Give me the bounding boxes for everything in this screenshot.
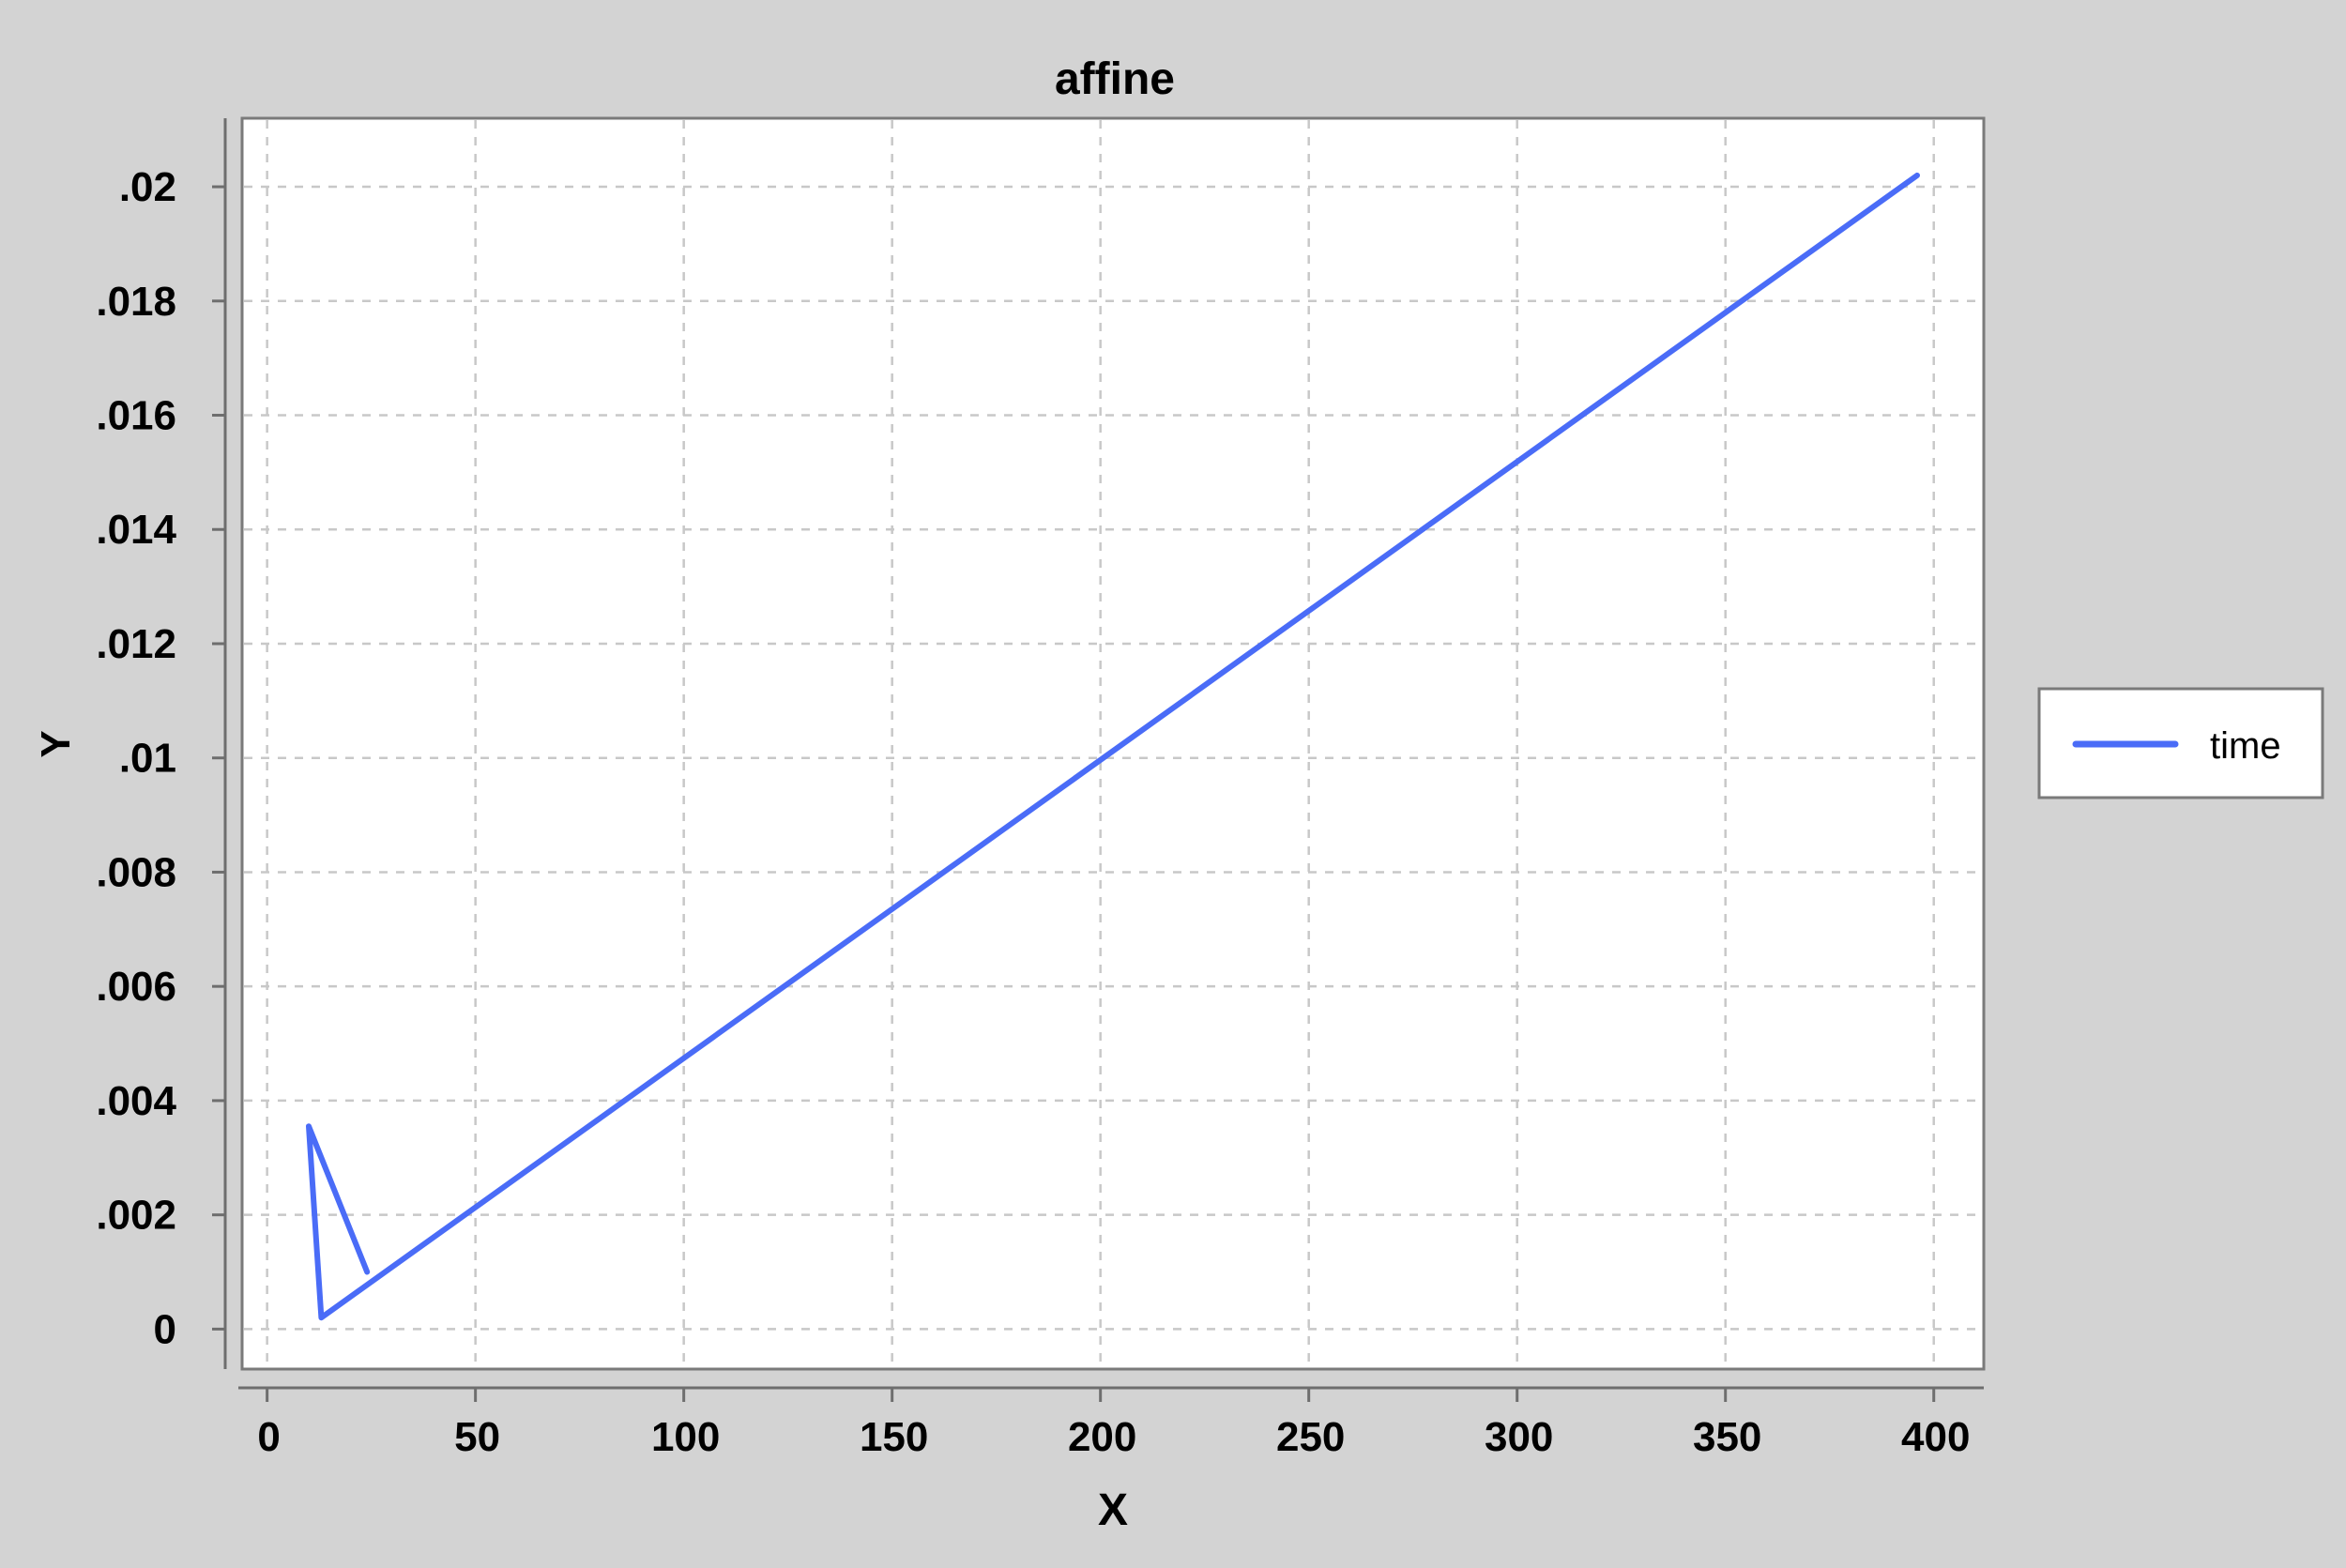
y-axis: 0 .002 .004 .006 .008 .01 .012 .014 .016 .018 .02 [96, 118, 227, 1369]
x-tick-label: 100 [651, 1414, 720, 1460]
series-line-time [306, 172, 1920, 1321]
legend: time [2037, 687, 2324, 799]
chart-title: affine [1055, 54, 1175, 104]
y-tick-label: 0 [154, 1306, 176, 1352]
x-tick-label: 350 [1693, 1414, 1761, 1460]
y-tick-label: .002 [96, 1193, 176, 1239]
x-tick-label: 50 [454, 1414, 500, 1460]
y-tick-label: .004 [96, 1078, 176, 1124]
y-tick-label: .016 [96, 393, 176, 439]
x-tick-label: 250 [1276, 1414, 1345, 1460]
grid-lines [244, 120, 1982, 1367]
x-tick-label: 400 [1901, 1414, 1970, 1460]
y-tick-label: .01 [119, 736, 176, 782]
x-tick-label: 200 [1068, 1414, 1136, 1460]
plot-area [240, 116, 1986, 1371]
y-tick-label: .02 [119, 164, 176, 210]
y-axis-label: Y [33, 730, 79, 757]
y-tick-label: .006 [96, 964, 176, 1010]
series-layer [306, 172, 1920, 1321]
legend-label-time: time [2210, 725, 2281, 767]
x-axis: 0 50 100 150 200 250 300 350 400 [238, 1386, 1984, 1460]
x-tick-label: 0 [257, 1414, 280, 1460]
x-tick-label: 300 [1485, 1414, 1553, 1460]
x-tick-label: 150 [860, 1414, 928, 1460]
y-tick-label: .012 [96, 621, 176, 667]
y-tick-label: .018 [96, 279, 176, 325]
x-axis-label: X [1098, 1485, 1128, 1535]
y-tick-label: .014 [96, 507, 176, 553]
y-tick-label: .008 [96, 849, 176, 895]
